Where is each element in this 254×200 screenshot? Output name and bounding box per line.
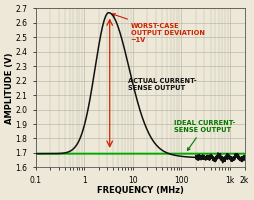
X-axis label: FREQUENCY (MHz): FREQUENCY (MHz) [97, 186, 183, 195]
Text: WORST-CASE
OUTPUT DEVIATION
~1V: WORST-CASE OUTPUT DEVIATION ~1V [113, 14, 204, 43]
Text: IDEAL CURRENT-
SENSE OUTPUT: IDEAL CURRENT- SENSE OUTPUT [174, 120, 235, 150]
Y-axis label: AMPLITUDE (V): AMPLITUDE (V) [5, 52, 14, 124]
Text: ACTUAL CURRENT-
SENSE OUTPUT: ACTUAL CURRENT- SENSE OUTPUT [128, 78, 197, 91]
